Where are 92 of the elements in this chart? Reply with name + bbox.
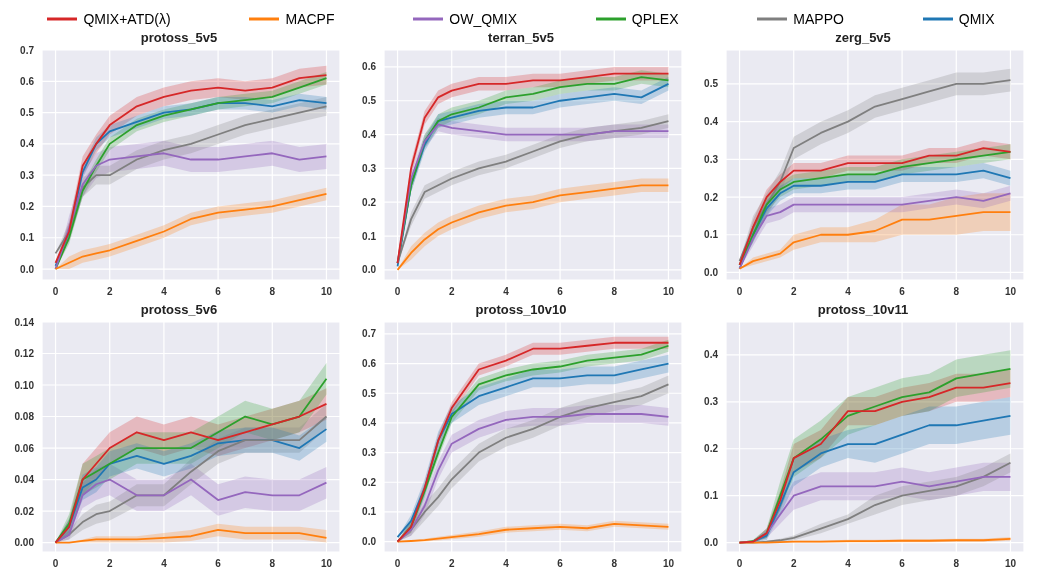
x-tick-label: 10 [662,558,675,570]
y-tick-label: 0.3 [20,169,35,181]
x-tick-label: 6 [899,558,906,570]
y-tick-label: 0.6 [362,61,377,73]
y-tick-label: 0.1 [704,229,719,241]
x-tick-label: 8 [611,558,618,570]
legend-label: MACPF [285,11,335,27]
y-tick-label: 0.1 [20,232,35,244]
x-tick-label: 0 [394,558,401,570]
x-tick-label: 2 [448,286,455,298]
x-tick-label: 10 [320,286,333,298]
x-tick-label: 2 [106,286,113,298]
x-tick-label: 2 [790,558,797,570]
x-tick-label: 10 [662,286,675,298]
y-tick-label: 0.06 [14,442,35,454]
x-tick-label: 10 [1004,558,1017,570]
y-tick-label: 0.1 [362,506,377,518]
y-tick-label: 0.0 [20,263,35,275]
y-tick-label: 0.02 [14,505,35,517]
legend-label: MAPPO [793,11,844,27]
y-tick-label: 0.00 [14,537,35,549]
chart-title: protoss_10v10 [474,302,568,318]
x-tick-label: 6 [557,558,564,570]
x-tick-label: 0 [394,286,401,298]
x-tick-label: 8 [953,558,960,570]
x-tick-label: 10 [320,558,333,570]
y-tick-label: 0.2 [362,476,377,488]
y-tick-label: 0.3 [704,396,719,408]
x-tick-label: 6 [215,286,222,298]
x-tick-label: 0 [736,558,743,570]
y-tick-label: 0.08 [14,411,35,423]
y-tick-label: 0.3 [362,447,377,459]
y-tick-label: 0.10 [14,379,35,391]
x-tick-label: 8 [269,558,276,570]
chart-title: protoss_5v5 [139,30,219,46]
x-tick-label: 2 [790,286,797,298]
line-series [54,529,328,544]
y-tick-label: 0.5 [20,107,35,119]
x-tick-label: 8 [953,286,960,298]
chart-title: protoss_10v11 [816,302,910,318]
y-tick-label: 0.7 [362,328,377,340]
x-tick-label: 4 [845,286,852,298]
line-series [738,211,1012,270]
y-tick-label: 0.5 [704,78,719,90]
y-tick-label: 0.7 [20,44,35,56]
y-tick-label: 0.5 [362,387,377,399]
y-tick-label: 0.4 [20,138,35,150]
y-tick-label: 0.1 [362,230,377,242]
x-tick-label: 10 [1004,286,1017,298]
chart-title: terran_5v5 [487,30,555,46]
x-tick-label: 0 [52,286,59,298]
chart-title: zerg_5v5 [834,30,892,46]
y-tick-label: 0.3 [704,153,719,165]
x-tick-label: 4 [503,558,510,570]
x-tick-label: 2 [448,558,455,570]
y-tick-label: 0.0 [704,267,719,279]
chart-title: protoss_5v6 [139,302,219,318]
y-tick-label: 0.1 [704,490,719,502]
y-tick-label: 0.12 [14,348,35,360]
legend-label: OW_QMIX [449,11,517,27]
y-tick-label: 0.6 [362,358,377,370]
y-tick-label: 0.4 [362,129,377,141]
legend-label: QMIX+ATD(λ) [83,11,171,27]
y-tick-label: 0.5 [362,95,377,107]
y-tick-label: 0.4 [362,417,377,429]
y-tick-label: 0.0 [362,536,377,548]
x-tick-label: 6 [899,286,906,298]
x-tick-label: 4 [161,558,168,570]
x-tick-label: 4 [161,286,168,298]
y-tick-label: 0.4 [704,349,719,361]
y-tick-label: 0.3 [362,162,377,174]
x-tick-label: 2 [106,558,113,570]
legend-label: QPLEX [631,11,679,27]
y-tick-label: 0.2 [362,196,377,208]
y-tick-label: 0.6 [20,75,35,87]
y-tick-label: 0.04 [14,474,35,486]
legend-label: QMIX [958,11,995,27]
y-tick-label: 0.0 [362,264,377,276]
y-tick-label: 0.2 [20,201,35,213]
y-tick-label: 0.2 [704,191,719,203]
y-tick-label: 0.0 [704,537,719,549]
y-tick-label: 0.2 [704,443,719,455]
y-tick-label: 0.14 [14,316,35,328]
y-tick-label: 0.4 [704,116,719,128]
x-tick-label: 4 [503,286,510,298]
x-tick-label: 6 [557,286,564,298]
x-tick-label: 0 [736,286,743,298]
x-tick-label: 6 [215,558,222,570]
x-tick-label: 8 [269,286,276,298]
x-tick-label: 4 [845,558,852,570]
x-tick-label: 8 [611,286,618,298]
x-tick-label: 0 [52,558,59,570]
